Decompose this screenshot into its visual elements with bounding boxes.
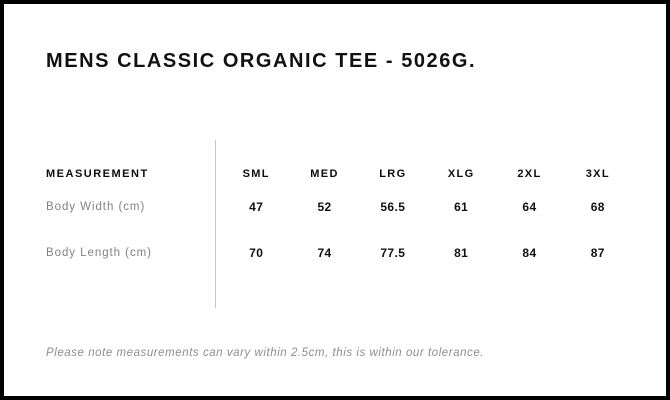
cell-body-width-2xl: 64 — [522, 200, 537, 214]
cell-body-length-xlg: 81 — [454, 246, 469, 260]
size-chart-table-wrapper: MEASUREMENT SML MED LRG XLG 2XL 3XL Body… — [46, 164, 632, 276]
cell-body-width-xlg: 61 — [454, 200, 469, 214]
column-header-xlg: XLG — [447, 168, 475, 180]
cell-body-length-3xl: 87 — [590, 246, 605, 260]
cell-body-width-sml: 47 — [249, 200, 264, 214]
table-vertical-divider — [215, 140, 216, 308]
column-header-3xl: 3XL — [585, 168, 610, 180]
cell-body-width-med: 52 — [317, 200, 332, 214]
column-header-2xl: 2XL — [517, 168, 542, 180]
column-header-sml: SML — [242, 168, 270, 180]
row-label-body-width: Body Width (cm) — [46, 201, 146, 213]
cell-body-length-med: 74 — [317, 246, 332, 260]
column-header-lrg: LRG — [379, 168, 407, 180]
row-label-body-length: Body Length (cm) — [46, 247, 152, 259]
column-header-med: MED — [310, 168, 339, 180]
table-header-row: MEASUREMENT SML MED LRG XLG 2XL 3XL — [46, 164, 632, 184]
tolerance-footnote: Please note measurements can vary within… — [46, 347, 485, 359]
size-chart-table: MEASUREMENT SML MED LRG XLG 2XL 3XL Body… — [46, 164, 632, 276]
cell-body-width-lrg: 56.5 — [380, 200, 406, 214]
cell-body-length-2xl: 84 — [522, 246, 537, 260]
cell-body-length-lrg: 77.5 — [380, 246, 406, 260]
column-header-measurement: MEASUREMENT — [46, 168, 149, 180]
page-title: MENS CLASSIC ORGANIC TEE - 5026G. — [46, 50, 477, 72]
table-row: Body Length (cm) 70 74 77.5 81 84 87 — [46, 230, 632, 276]
table-row: Body Width (cm) 47 52 56.5 61 64 68 — [46, 184, 632, 230]
cell-body-width-3xl: 68 — [590, 200, 605, 214]
cell-body-length-sml: 70 — [249, 246, 264, 260]
